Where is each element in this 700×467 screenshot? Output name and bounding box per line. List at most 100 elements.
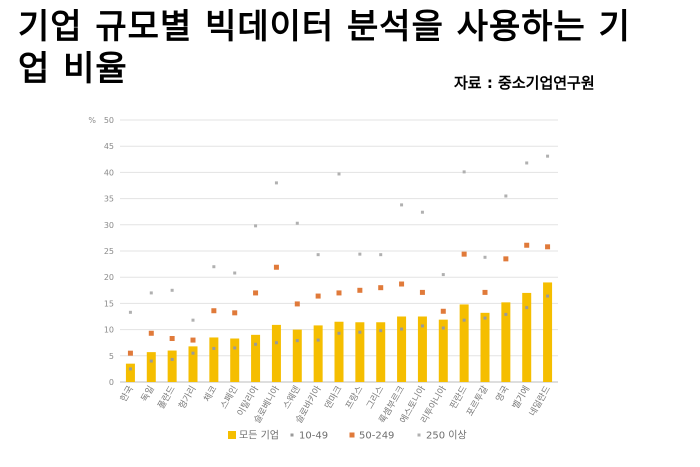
x-tick-label: 스페인 bbox=[218, 384, 240, 411]
marker-point bbox=[233, 271, 237, 275]
marker-point bbox=[420, 324, 424, 328]
bar bbox=[459, 304, 469, 382]
x-tick-label: 스웨덴 bbox=[280, 384, 303, 412]
y-tick-label: 15 bbox=[104, 299, 114, 308]
x-tick-label: 영국 bbox=[494, 384, 512, 404]
marker-point bbox=[212, 265, 216, 269]
marker-point bbox=[504, 194, 508, 198]
marker-point bbox=[440, 308, 446, 314]
y-tick-label: 50 bbox=[104, 116, 114, 125]
marker-point bbox=[127, 350, 133, 356]
y-tick-label: 20 bbox=[104, 273, 114, 282]
marker-point bbox=[169, 336, 175, 342]
x-tick-label: 한국 bbox=[118, 384, 136, 404]
marker-point bbox=[546, 154, 550, 158]
marker-point bbox=[212, 346, 216, 350]
marker-point bbox=[295, 221, 299, 225]
marker-point bbox=[128, 310, 132, 314]
marker-point bbox=[524, 242, 530, 248]
y-tick-label: 10 bbox=[104, 326, 114, 335]
marker-point bbox=[273, 264, 279, 270]
bar bbox=[188, 346, 198, 382]
marker-point bbox=[503, 256, 509, 262]
bar bbox=[146, 352, 156, 382]
y-unit-label: % bbox=[88, 116, 96, 125]
legend-swatch bbox=[290, 433, 294, 437]
marker-point bbox=[211, 308, 217, 314]
marker-point bbox=[504, 312, 508, 316]
legend-label: 10-49 bbox=[299, 431, 328, 442]
marker-point bbox=[358, 330, 362, 334]
x-tick-label: 독일 bbox=[139, 384, 157, 404]
marker-point bbox=[337, 172, 341, 176]
y-tick-label: 5 bbox=[109, 352, 114, 361]
bar bbox=[397, 316, 407, 382]
marker-point bbox=[149, 291, 153, 295]
legend-swatch bbox=[349, 432, 355, 438]
bar bbox=[271, 324, 281, 382]
marker-point bbox=[357, 287, 363, 293]
bar bbox=[480, 312, 490, 382]
marker-point bbox=[441, 326, 445, 330]
marker-point bbox=[482, 289, 488, 295]
x-tick-label: 벨기에 bbox=[510, 384, 532, 411]
marker-point bbox=[190, 337, 196, 343]
x-tick-label: 핀란드 bbox=[447, 384, 470, 412]
bar bbox=[438, 319, 448, 382]
marker-point bbox=[525, 161, 529, 165]
marker-point bbox=[379, 253, 383, 257]
marker-point bbox=[253, 290, 259, 296]
marker-point bbox=[337, 331, 341, 335]
bar bbox=[501, 302, 511, 382]
marker-point bbox=[149, 359, 153, 363]
marker-point bbox=[441, 273, 445, 277]
marker-point bbox=[400, 203, 404, 207]
x-tick-label: 덴마크 bbox=[323, 384, 345, 411]
bar bbox=[313, 325, 323, 382]
y-tick-label: 40 bbox=[104, 168, 114, 177]
page-title: 기업 규모별 빅데이터 분석을 사용하는 기업 비율 bbox=[18, 7, 631, 89]
marker-point bbox=[191, 351, 195, 355]
marker-point bbox=[232, 310, 238, 316]
marker-point bbox=[148, 330, 154, 336]
marker-point bbox=[316, 253, 320, 257]
marker-point bbox=[379, 329, 383, 333]
marker-point bbox=[461, 251, 467, 257]
marker-point bbox=[233, 346, 237, 350]
marker-point bbox=[545, 244, 551, 250]
y-tick-label: 35 bbox=[104, 195, 114, 204]
bar bbox=[522, 292, 532, 382]
bar bbox=[167, 350, 177, 382]
marker-point bbox=[316, 338, 320, 342]
bar bbox=[355, 322, 365, 382]
bar bbox=[292, 329, 302, 382]
marker-point bbox=[254, 224, 258, 228]
marker-point bbox=[525, 306, 529, 310]
y-tick-label: 30 bbox=[104, 221, 114, 230]
bar bbox=[125, 363, 135, 382]
marker-point bbox=[295, 339, 299, 343]
marker-point bbox=[420, 210, 424, 214]
y-tick-label: 45 bbox=[104, 142, 114, 151]
bar bbox=[543, 282, 553, 382]
marker-point bbox=[128, 367, 132, 371]
marker-point bbox=[358, 252, 362, 256]
bar bbox=[376, 322, 386, 382]
legend-label: 모든 기업 bbox=[239, 429, 279, 442]
legend-label: 250 이상 bbox=[426, 430, 467, 442]
marker-point bbox=[378, 285, 384, 291]
x-tick-label: 폴란드 bbox=[155, 384, 178, 412]
marker-point bbox=[399, 281, 405, 287]
marker-point bbox=[170, 288, 174, 292]
marker-point bbox=[546, 294, 550, 298]
marker-point bbox=[400, 327, 404, 331]
x-tick-label: 그리스 bbox=[364, 384, 386, 411]
marker-point bbox=[336, 290, 342, 296]
x-tick-label: 체코 bbox=[202, 384, 220, 404]
bar bbox=[209, 337, 219, 382]
legend-swatch bbox=[417, 433, 421, 437]
marker-point bbox=[191, 318, 195, 322]
y-tick-label: 0 bbox=[109, 378, 114, 387]
legend-swatch bbox=[228, 431, 236, 439]
